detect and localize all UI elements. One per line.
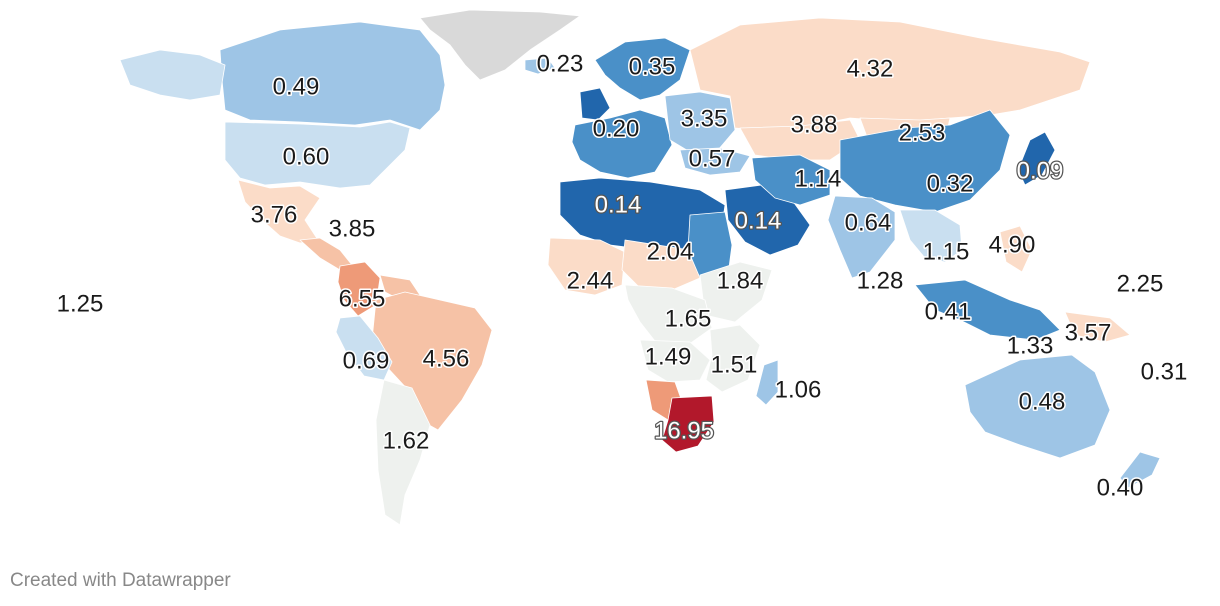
region-papua-new-guinea[interactable] (1064, 311, 1131, 343)
region-philippines[interactable] (999, 225, 1033, 273)
value-label: 0.20 (593, 115, 640, 142)
credit-text[interactable]: Created with Datawrapper (10, 570, 231, 591)
region-south-africa[interactable] (661, 395, 715, 453)
value-label: 1.15 (923, 238, 970, 265)
value-label: 1.14 (795, 165, 842, 192)
value-label: 6.55 (339, 285, 386, 312)
value-label: 0.32 (927, 170, 974, 197)
region-mozambique[interactable] (705, 324, 761, 393)
region-western-europe[interactable] (571, 109, 673, 179)
region-canada[interactable] (219, 21, 446, 131)
region-greenland[interactable] (419, 9, 581, 81)
region-southern-africa-north[interactable] (639, 339, 711, 383)
region-alaska[interactable] (119, 49, 226, 101)
region-indonesia[interactable] (914, 279, 1061, 341)
region-colombia[interactable] (337, 261, 381, 317)
value-label: 4.90 (989, 231, 1036, 258)
value-label: 1.25 (57, 290, 104, 317)
value-label: 1.49 (645, 343, 692, 370)
region-turkey[interactable] (679, 147, 751, 176)
value-label: 1.84 (717, 267, 764, 294)
value-label: 0.35 (629, 53, 676, 80)
region-iran[interactable] (751, 154, 831, 206)
value-label: 0.64 (845, 209, 892, 236)
value-label: 4.56 (423, 345, 470, 372)
region-india[interactable] (827, 195, 896, 279)
value-label: 1.33 (1007, 332, 1054, 359)
region-new-zealand[interactable] (1119, 451, 1161, 489)
region-scandinavia[interactable] (594, 37, 691, 101)
value-label: 1.65 (665, 305, 712, 332)
region-australia[interactable] (964, 354, 1111, 459)
value-label: 3.35 (681, 105, 728, 132)
value-label: 0.57 (689, 145, 736, 172)
value-label: 3.76 (251, 201, 298, 228)
region-west-africa[interactable] (547, 237, 626, 296)
value-label: 1.28 (857, 267, 904, 294)
region-uk[interactable] (579, 87, 611, 121)
regions-layer (119, 9, 1161, 526)
value-label: 0.09 (1017, 157, 1064, 184)
value-label: 0.14 (595, 191, 642, 218)
region-russia[interactable] (689, 17, 1091, 131)
region-iceland[interactable] (524, 57, 556, 75)
labels-layer: 0.23 0.35 4.32 0.49 0.20 3.35 3.88 2.53 0.60 0.57… (55, 49, 1189, 503)
value-label: 0.48 (1019, 388, 1066, 415)
value-label: 0.69 (343, 347, 390, 374)
world-map: 0.23 0.35 4.32 0.49 0.20 3.35 3.88 2.53 0.60 0.57… (55, 9, 1189, 526)
region-argentina[interactable] (375, 379, 431, 526)
value-label: 4.32 (847, 55, 894, 82)
value-label: 0.40 (1097, 474, 1144, 501)
value-label: 2.25 (1117, 270, 1164, 297)
value-label: 3.85 (329, 215, 376, 242)
region-eastern-europe[interactable] (664, 91, 736, 153)
value-label: 2.53 (899, 119, 946, 146)
region-japan[interactable] (1017, 131, 1056, 186)
region-southeast-asia[interactable] (899, 209, 963, 263)
value-label: 2.04 (647, 238, 694, 265)
value-label: 1.06 (775, 376, 822, 403)
value-label: 3.88 (791, 111, 838, 138)
value-label: 0.60 (283, 143, 330, 170)
region-china[interactable] (839, 109, 1011, 213)
region-united-states[interactable] (224, 121, 411, 189)
value-label: 3.57 (1065, 319, 1112, 346)
map-svg: 0.23 0.35 4.32 0.49 0.20 3.35 3.88 2.53 0.60 0.57… (55, 9, 1189, 526)
value-label: 1.62 (383, 427, 430, 454)
value-label: 1.51 (711, 351, 758, 378)
value-label: 0.31 (1141, 358, 1188, 385)
value-label: 0.41 (925, 298, 972, 325)
region-madagascar[interactable] (755, 359, 779, 406)
value-label: 0.14 (735, 207, 782, 234)
value-label: 0.49 (273, 73, 320, 100)
value-label: 16.95 (654, 417, 714, 444)
value-label: 2.44 (567, 267, 614, 294)
value-label: 0.23 (537, 50, 584, 77)
